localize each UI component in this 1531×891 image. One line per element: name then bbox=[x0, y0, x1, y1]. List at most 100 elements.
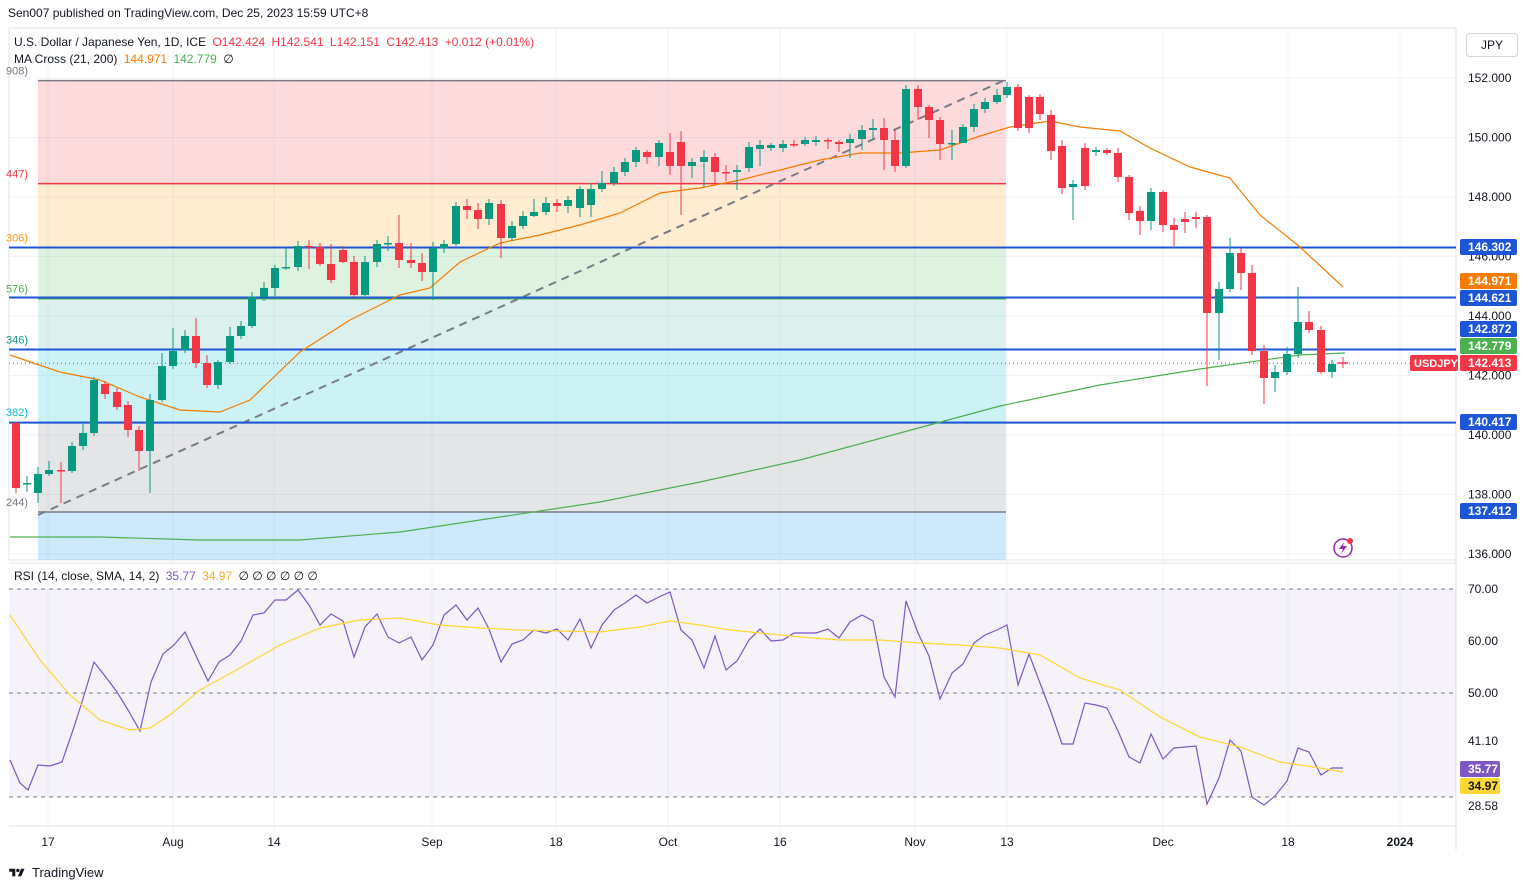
fib-zone bbox=[38, 512, 1006, 560]
price-badge-label: 144.621 bbox=[1468, 291, 1512, 305]
candle-body bbox=[1317, 330, 1325, 372]
candle-body bbox=[1283, 354, 1291, 372]
candle-body bbox=[869, 128, 877, 130]
price-tick-label: 136.000 bbox=[1468, 547, 1512, 561]
candle-body bbox=[700, 157, 708, 162]
fib-zone bbox=[38, 80, 1006, 184]
candle-body bbox=[1271, 372, 1279, 378]
candle-body bbox=[959, 127, 967, 143]
time-tick-label: Oct bbox=[659, 835, 678, 849]
candle-body bbox=[124, 405, 132, 430]
tradingview-logo-icon bbox=[9, 868, 25, 876]
ma-slow-value: 142.779 bbox=[173, 52, 217, 66]
price-badge-label: 142.779 bbox=[1468, 339, 1512, 353]
rsi-label: RSI (14, close, SMA, 14, 2) bbox=[14, 569, 160, 583]
candle-body bbox=[1203, 217, 1211, 313]
rsi-badge-label: 35.77 bbox=[1468, 762, 1498, 776]
price-badge-label: 144.971 bbox=[1468, 274, 1512, 288]
rsi-line bbox=[9, 589, 1343, 806]
time-tick-label: 14 bbox=[267, 835, 281, 849]
rsi-tick-label: 60.00 bbox=[1468, 634, 1498, 648]
published-header: Sen007 published on TradingView.com, Dec… bbox=[8, 6, 369, 20]
candle-body bbox=[113, 392, 121, 407]
candle-body bbox=[598, 183, 606, 189]
candle-body bbox=[350, 262, 358, 295]
candle-body bbox=[688, 162, 696, 166]
candle-body bbox=[1237, 253, 1245, 273]
candle-body bbox=[790, 144, 798, 146]
flash-icon bbox=[1347, 538, 1353, 544]
fib-level-label: 447) bbox=[6, 169, 28, 181]
time-tick-label: Dec bbox=[1152, 835, 1173, 849]
candle-body bbox=[564, 200, 572, 206]
candle-body bbox=[1170, 225, 1178, 230]
time-tick-label: 18 bbox=[1281, 835, 1295, 849]
rsi-value: 35.77 bbox=[165, 569, 196, 583]
symbol-tag bbox=[1410, 355, 1458, 371]
candle-body bbox=[756, 145, 764, 149]
candle-body bbox=[745, 147, 753, 168]
rsi-extra: ∅ ∅ ∅ ∅ ∅ ∅ bbox=[238, 569, 318, 583]
candle-body bbox=[384, 243, 392, 245]
candle-body bbox=[214, 362, 222, 385]
candle-body bbox=[395, 243, 403, 260]
candle-body bbox=[305, 246, 313, 248]
candle-body bbox=[463, 206, 471, 210]
candle-body bbox=[1226, 253, 1234, 289]
candle-body bbox=[226, 336, 234, 362]
candle-body bbox=[45, 470, 53, 474]
candle-body bbox=[1136, 211, 1144, 221]
fib-level-label: 382) bbox=[6, 407, 28, 419]
candle-body bbox=[835, 142, 843, 144]
candle-body bbox=[474, 210, 482, 219]
candle-body bbox=[90, 380, 98, 433]
candle-body bbox=[248, 297, 256, 326]
candle-body bbox=[101, 384, 109, 394]
candle-body bbox=[1125, 177, 1133, 213]
candle-body bbox=[373, 244, 381, 262]
candle-body bbox=[812, 140, 820, 142]
price-badge-label: 137.412 bbox=[1468, 504, 1512, 518]
rsi-tick-label: 70.00 bbox=[1468, 582, 1498, 596]
candle-body bbox=[677, 142, 685, 166]
fib-trend-line bbox=[37, 79, 1006, 516]
candle-body bbox=[948, 143, 956, 145]
candle-body bbox=[880, 128, 888, 140]
candle-body bbox=[1260, 351, 1268, 378]
candle-body bbox=[508, 226, 516, 238]
price-tick-label: 150.000 bbox=[1468, 131, 1512, 145]
candle-body bbox=[632, 150, 640, 162]
candle-body bbox=[1003, 87, 1011, 95]
price-badge-label: 142.872 bbox=[1468, 322, 1512, 336]
price-tick-label: 138.000 bbox=[1468, 488, 1512, 502]
symbol-tag-label: USDJPY bbox=[1414, 358, 1459, 370]
price-badge bbox=[1460, 338, 1517, 354]
candle-body bbox=[801, 140, 809, 144]
candle-body bbox=[767, 145, 775, 148]
ohlc-close: C142.413 bbox=[386, 35, 439, 49]
price-badge-label: 146.302 bbox=[1468, 240, 1512, 254]
candle-body bbox=[553, 203, 561, 206]
candle-body bbox=[1215, 289, 1223, 313]
ma-label: MA Cross (21, 200) bbox=[14, 52, 118, 66]
candle-body bbox=[936, 120, 944, 144]
candle-body bbox=[711, 157, 719, 172]
candle-body bbox=[339, 250, 347, 262]
time-tick-label: 18 bbox=[549, 835, 563, 849]
candle-body bbox=[1328, 364, 1336, 372]
ohlc-change: +0.012 (+0.01%) bbox=[444, 35, 535, 49]
candle-body bbox=[1092, 150, 1100, 152]
candle-body bbox=[1181, 219, 1189, 222]
currency-button[interactable]: JPY bbox=[1466, 33, 1518, 57]
ma-extra: ∅ bbox=[223, 52, 234, 66]
flash-icon bbox=[1339, 542, 1347, 554]
time-tick-label: Nov bbox=[904, 835, 925, 849]
candle-body bbox=[1248, 273, 1256, 351]
candle-body bbox=[429, 248, 437, 272]
price-badge bbox=[1460, 239, 1517, 255]
candle-body bbox=[181, 336, 189, 350]
candle-body bbox=[361, 262, 369, 295]
candle-body bbox=[666, 152, 674, 166]
rsi-sma-value: 34.97 bbox=[202, 569, 233, 583]
